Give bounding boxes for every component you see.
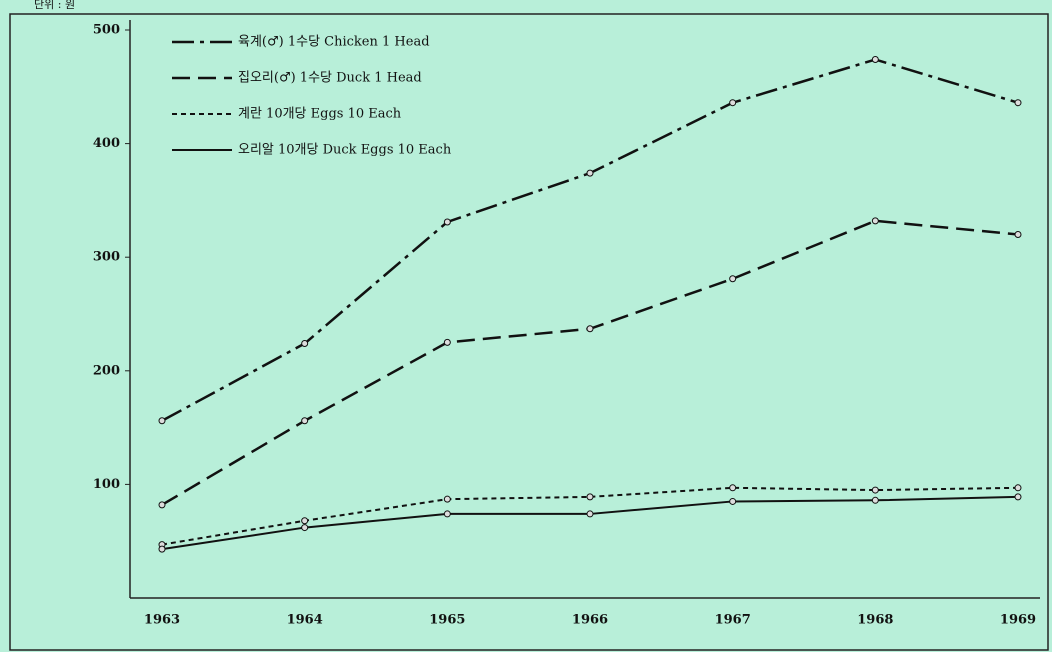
legend-label: 집오리(♂) 1수당 Duck 1 Head: [238, 71, 422, 86]
data-point: [586, 325, 594, 333]
y-tick-label: 200: [93, 363, 120, 378]
x-tick-label: 1966: [572, 613, 608, 628]
series-line: [161, 219, 1019, 506]
data-point: [871, 496, 879, 504]
data-point: [586, 493, 594, 501]
data-point: [729, 497, 737, 505]
x-tick-label: 1967: [715, 613, 751, 628]
data-point: [301, 517, 309, 525]
data-point: [158, 501, 166, 509]
data-point: [443, 338, 451, 346]
x-tick-label: 1963: [144, 613, 180, 628]
data-point: [301, 340, 309, 348]
data-point: [871, 217, 879, 225]
data-point: [871, 56, 879, 64]
data-point: [443, 495, 451, 503]
data-point: [1014, 484, 1022, 492]
data-point: [729, 484, 737, 492]
data-point: [871, 486, 879, 494]
data-point: [443, 510, 451, 518]
data-point: [729, 99, 737, 107]
data-point: [301, 417, 309, 425]
legend-label: 계란 10개당 Eggs 10 Each: [238, 107, 402, 122]
x-tick-label: 1968: [857, 613, 893, 628]
data-point: [729, 275, 737, 283]
data-point: [586, 169, 594, 177]
frame: [9, 13, 1049, 651]
y-tick-label: 300: [93, 250, 120, 265]
legend-label: 오리알 10개당 Duck Eggs 10 Each: [238, 143, 452, 158]
data-point: [586, 510, 594, 518]
data-point: [1014, 99, 1022, 107]
x-tick-label: 1965: [429, 613, 465, 628]
legend-label: 육계(♂) 1수당 Chicken 1 Head: [238, 35, 430, 50]
unit-label: 단위 : 원: [34, 0, 75, 11]
data-point: [1014, 493, 1022, 501]
data-point: [443, 218, 451, 226]
x-tick-label: 1964: [287, 613, 323, 628]
data-point: [158, 417, 166, 425]
data-point: [158, 545, 166, 553]
y-tick-label: 500: [93, 23, 120, 38]
x-tick-label: 1969: [1000, 613, 1036, 628]
data-point: [1014, 230, 1022, 238]
data-point: [301, 524, 309, 532]
y-tick-label: 400: [93, 136, 120, 151]
y-tick-label: 100: [93, 477, 120, 492]
